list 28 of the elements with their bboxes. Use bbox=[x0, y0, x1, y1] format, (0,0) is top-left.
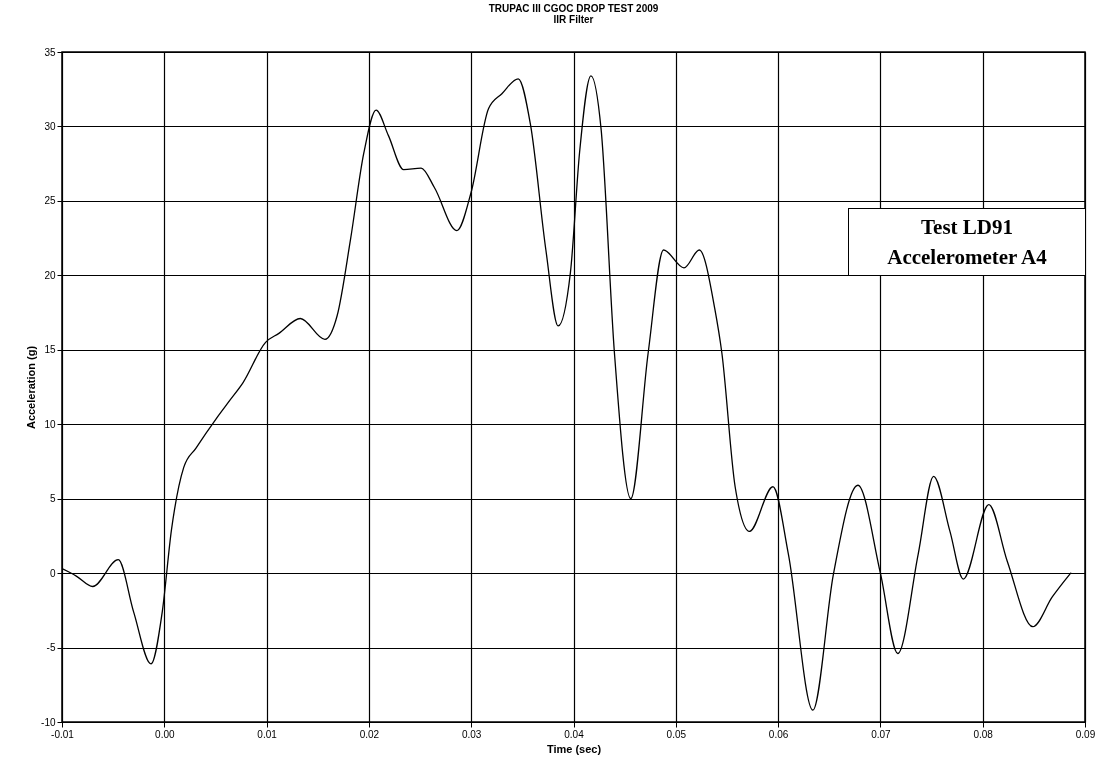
chart-subtitle: IIR Filter bbox=[553, 14, 594, 25]
x-tick-label: 0.07 bbox=[871, 728, 892, 740]
y-tick-label: 0 bbox=[49, 567, 56, 579]
x-tick-label: 0.08 bbox=[973, 728, 994, 740]
y-axis-title: Acceleration (g) bbox=[25, 345, 38, 430]
x-tick-label: 0.09 bbox=[1075, 728, 1096, 740]
y-tick-label: -10 bbox=[41, 716, 56, 728]
x-tick-label: 0.05 bbox=[666, 728, 687, 740]
x-tick-label: 0.03 bbox=[461, 728, 482, 740]
y-tick-label: 5 bbox=[49, 493, 56, 505]
x-tick-label: 0.06 bbox=[768, 728, 789, 740]
y-tick-label: 30 bbox=[44, 120, 56, 132]
note-frame: Test LD91 Accelerometer A4 bbox=[848, 208, 1086, 276]
chart-title: TRUPAC III CGOC DROP TEST 2009 bbox=[488, 3, 659, 14]
y-tick-label: 15 bbox=[44, 344, 56, 356]
y-tick-label: 20 bbox=[44, 269, 56, 281]
x-tick-label: 0.01 bbox=[257, 728, 278, 740]
x-axis-title: Time (sec) bbox=[546, 742, 602, 755]
y-tick-label: 25 bbox=[44, 195, 56, 207]
x-tick-label: 0.04 bbox=[564, 728, 585, 740]
y-tick-label: 35 bbox=[44, 46, 56, 58]
x-tick-label: 0.00 bbox=[155, 728, 175, 740]
y-tick-label: 10 bbox=[44, 418, 56, 430]
x-tick-label: -0.01 bbox=[51, 728, 75, 740]
annotation: Accelerometer A4 bbox=[886, 244, 1048, 271]
x-tick-label: 0.02 bbox=[359, 728, 380, 740]
annotation: Test LD91 bbox=[920, 214, 1014, 241]
y-tick-label: -5 bbox=[46, 642, 56, 654]
